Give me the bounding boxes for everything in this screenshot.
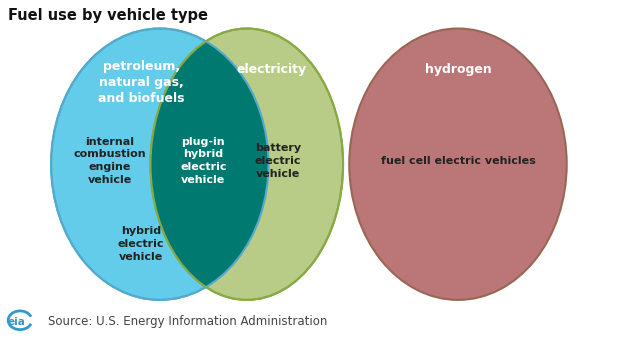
Text: fuel cell electric vehicles: fuel cell electric vehicles <box>381 156 535 166</box>
Text: plug-in
hybrid
electric
vehicle: plug-in hybrid electric vehicle <box>180 136 227 185</box>
Text: internal
combustion
engine
vehicle: internal combustion engine vehicle <box>74 136 147 185</box>
Ellipse shape <box>150 28 343 300</box>
Text: battery
electric
vehicle: battery electric vehicle <box>255 143 301 179</box>
Text: hybrid
electric
vehicle: hybrid electric vehicle <box>118 226 164 262</box>
Text: hydrogen: hydrogen <box>424 63 491 76</box>
Text: Source: U.S. Energy Information Administration: Source: U.S. Energy Information Administ… <box>48 315 328 328</box>
Text: electricity: electricity <box>236 63 306 76</box>
Text: eia: eia <box>7 317 25 327</box>
Text: Fuel use by vehicle type: Fuel use by vehicle type <box>7 8 208 23</box>
Ellipse shape <box>51 28 268 300</box>
Ellipse shape <box>349 28 567 300</box>
Text: petroleum,
natural gas,
and biofuels: petroleum, natural gas, and biofuels <box>98 60 185 105</box>
